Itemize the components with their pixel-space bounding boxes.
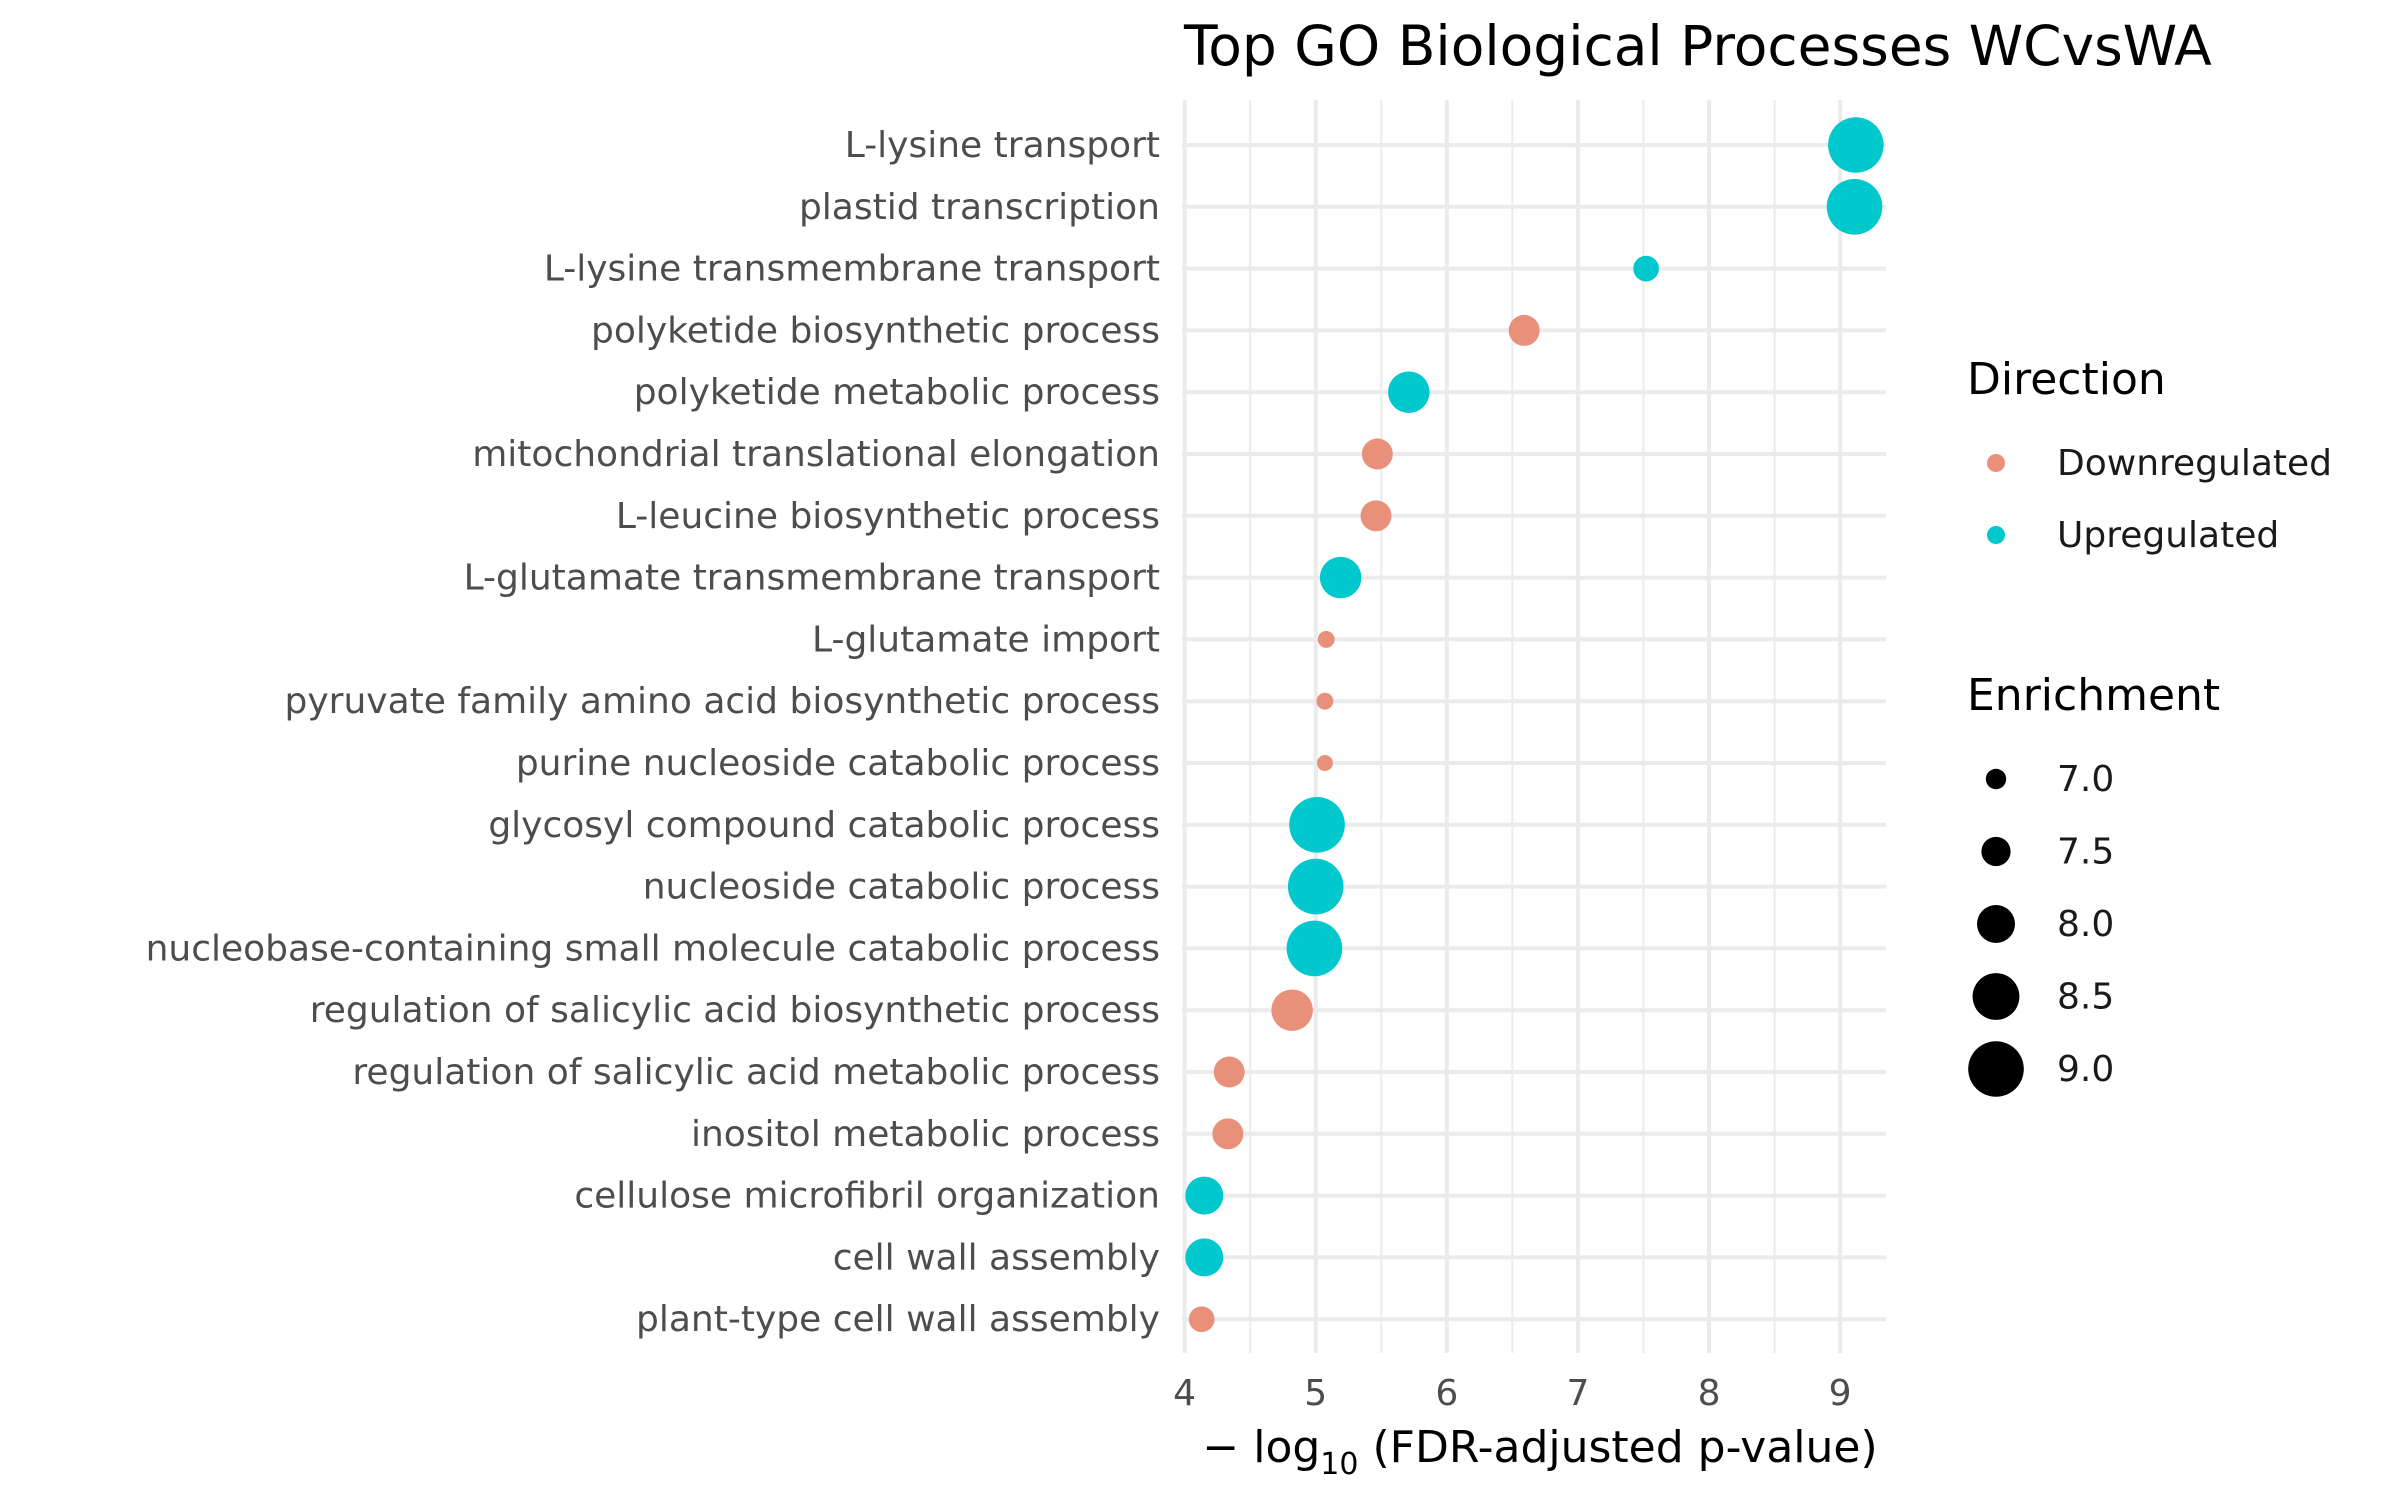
y-tick-label: regulation of salicylic acid metabolic p…	[352, 1052, 1160, 1093]
x-tick-label: 6	[1435, 1373, 1458, 1414]
x-tick-label: 4	[1173, 1373, 1196, 1414]
data-point	[1289, 797, 1345, 853]
legend-size-label: 8.0	[2057, 904, 2114, 945]
data-point	[1271, 989, 1313, 1031]
data-point	[1362, 439, 1393, 470]
y-tick-label: L-leucine biosynthetic process	[616, 496, 1160, 537]
data-point	[1509, 315, 1540, 346]
y-tick-label: cellulose microfibril organization	[574, 1176, 1160, 1217]
legend-size-key	[1977, 905, 2015, 943]
chart-title: Top GO Biological Processes WCvsWA	[1183, 14, 2212, 78]
y-tick-label: polyketide biosynthetic process	[591, 310, 1160, 351]
y-tick-label: L-glutamate import	[812, 619, 1160, 660]
y-tick-label: plastid transcription	[799, 187, 1160, 228]
data-point	[1633, 256, 1659, 282]
data-point	[1316, 693, 1333, 710]
legend-size-label: 7.5	[2057, 832, 2114, 873]
data-point	[1185, 1177, 1223, 1215]
x-axis-label-subscript: 10	[1320, 1447, 1358, 1482]
legend-size-key	[1986, 769, 2006, 789]
x-tick-label: 9	[1829, 1373, 1852, 1414]
data-point	[1828, 117, 1884, 173]
data-point	[1317, 755, 1333, 771]
data-point	[1318, 631, 1335, 648]
x-axis-label-suffix: (FDR-adjusted p-value)	[1358, 1422, 1877, 1473]
data-point	[1212, 1118, 1243, 1149]
legend-size-key	[1973, 973, 2020, 1020]
data-point	[1361, 500, 1392, 531]
data-point	[1287, 921, 1343, 977]
y-tick-label: L-lysine transport	[845, 125, 1160, 166]
y-tick-label: nucleoside catabolic process	[643, 867, 1160, 908]
legend-size-label: 7.0	[2057, 759, 2114, 800]
y-tick-label: cell wall assembly	[833, 1237, 1160, 1278]
legend-direction-title: Direction	[1967, 354, 2166, 405]
data-point	[1185, 1238, 1223, 1276]
y-tick-label: polyketide metabolic process	[634, 372, 1160, 413]
y-tick-label: purine nucleoside catabolic process	[516, 743, 1160, 784]
y-tick-label: nucleobase-containing small molecule cat…	[146, 928, 1160, 969]
y-tick-label: mitochondrial translational elongation	[472, 434, 1160, 475]
legend-enrichment-title: Enrichment	[1967, 670, 2220, 721]
legend-direction-label: Upregulated	[2057, 515, 2279, 556]
y-tick-label: inositol metabolic process	[691, 1114, 1160, 1155]
legend-size-label: 8.5	[2057, 977, 2114, 1018]
y-tick-label: glycosyl compound catabolic process	[488, 805, 1160, 846]
x-tick-label: 5	[1304, 1373, 1327, 1414]
data-point	[1189, 1306, 1215, 1332]
legend-direction-key	[1987, 526, 2005, 544]
legend-direction-key	[1987, 454, 2005, 472]
legend-size-key	[1968, 1041, 2024, 1097]
data-point	[1288, 859, 1344, 915]
y-tick-label: regulation of salicylic acid biosyntheti…	[310, 990, 1160, 1031]
y-tick-label: L-lysine transmembrane transport	[544, 249, 1160, 290]
data-point	[1388, 371, 1430, 413]
data-point	[1320, 557, 1362, 599]
data-point	[1214, 1057, 1245, 1088]
y-tick-label: plant-type cell wall assembly	[636, 1299, 1160, 1340]
legend-size-key	[1981, 837, 2010, 866]
legend-size-label: 9.0	[2057, 1049, 2114, 1090]
x-tick-label: 7	[1566, 1373, 1589, 1414]
y-tick-label: pyruvate family amino acid biosynthetic …	[285, 681, 1161, 722]
data-point	[1827, 179, 1883, 235]
x-tick-label: 8	[1698, 1373, 1721, 1414]
x-axis-label-prefix: − log	[1202, 1422, 1320, 1473]
legend-direction-label: Downregulated	[2057, 443, 2332, 484]
y-tick-label: L-glutamate transmembrane transport	[464, 558, 1160, 599]
